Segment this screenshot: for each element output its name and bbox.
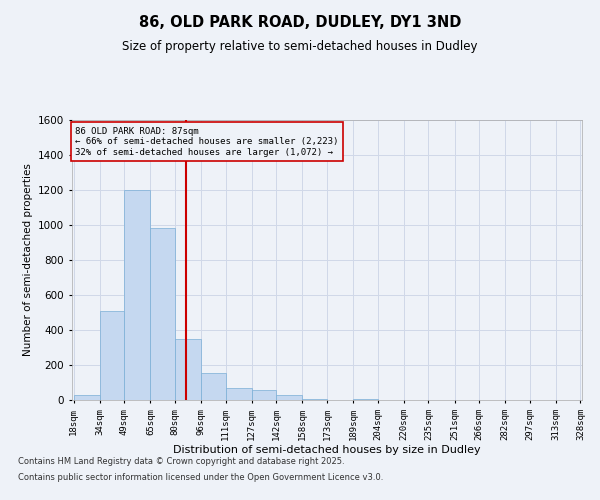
X-axis label: Distribution of semi-detached houses by size in Dudley: Distribution of semi-detached houses by … <box>173 446 481 456</box>
Text: Contains public sector information licensed under the Open Government Licence v3: Contains public sector information licen… <box>18 472 383 482</box>
Bar <box>252 390 277 400</box>
Bar <box>124 190 151 400</box>
Bar <box>277 395 302 400</box>
Text: Size of property relative to semi-detached houses in Dudley: Size of property relative to semi-detach… <box>122 40 478 53</box>
Bar <box>74 395 100 400</box>
Text: 86 OLD PARK ROAD: 87sqm
← 66% of semi-detached houses are smaller (2,223)
32% of: 86 OLD PARK ROAD: 87sqm ← 66% of semi-de… <box>75 127 338 157</box>
Bar <box>175 339 201 400</box>
Bar <box>100 310 124 400</box>
Bar <box>201 373 226 400</box>
Text: 86, OLD PARK ROAD, DUDLEY, DY1 3ND: 86, OLD PARK ROAD, DUDLEY, DY1 3ND <box>139 15 461 30</box>
Text: Contains HM Land Registry data © Crown copyright and database right 2025.: Contains HM Land Registry data © Crown c… <box>18 458 344 466</box>
Y-axis label: Number of semi-detached properties: Number of semi-detached properties <box>23 164 32 356</box>
Bar <box>302 399 327 400</box>
Bar <box>353 399 377 400</box>
Bar <box>151 228 175 400</box>
Bar <box>226 388 252 400</box>
